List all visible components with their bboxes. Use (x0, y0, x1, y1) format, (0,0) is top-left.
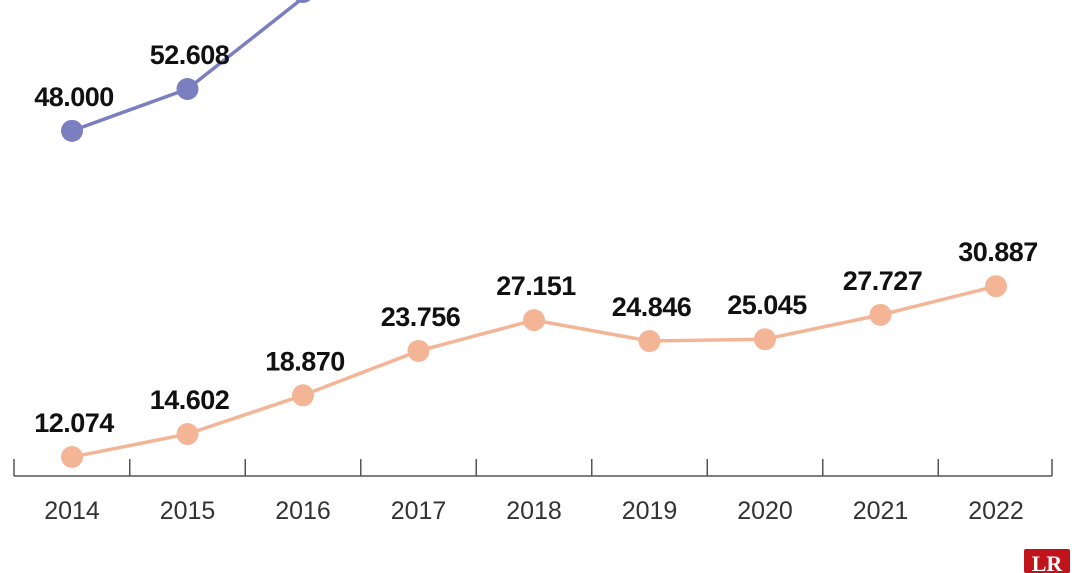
x-tick-label: 2020 (737, 497, 793, 525)
x-tick-label: 2014 (44, 497, 100, 525)
x-tick-label: 2022 (968, 497, 1024, 525)
data-label: 27.151 (496, 271, 576, 301)
data-label: 23.756 (381, 302, 461, 332)
data-label: 12.074 (34, 408, 114, 438)
data-label: 14.602 (150, 385, 230, 415)
data-label: 30.887 (958, 237, 1038, 267)
series-layer: 48.000 52.608 12.074 14.602 18.870 23.756 27.1… (34, 0, 1038, 468)
series-2: 12.074 14.602 18.870 23.756 27.151 24.846 25.0… (34, 237, 1038, 468)
data-label: 25.045 (727, 290, 807, 320)
data-point (869, 303, 892, 326)
series-1: 48.000 52.608 (34, 0, 304, 142)
data-point (638, 330, 661, 353)
data-point (61, 446, 83, 468)
x-tick-label: 2019 (622, 497, 678, 525)
x-tick-label: 2018 (506, 497, 562, 525)
data-label: 18.870 (265, 346, 345, 376)
data-label: 48.000 (34, 82, 114, 112)
x-tick-label: 2017 (391, 497, 447, 525)
publisher-logo: LR (1024, 549, 1070, 573)
data-point (523, 309, 545, 332)
data-point-cropped (295, 0, 311, 3)
data-label: 52.608 (150, 40, 230, 70)
data-point (176, 78, 199, 100)
data-point (407, 339, 430, 362)
data-point (754, 328, 776, 351)
x-tick-label: 2021 (853, 497, 909, 525)
data-point (61, 119, 83, 142)
data-point (176, 423, 199, 446)
data-point (985, 275, 1007, 298)
x-axis: 2014 2015 2016 2017 2018 2019 2020 2021 2022 (13, 459, 1053, 525)
x-tick-label: 2015 (160, 497, 216, 525)
x-tick-label: 2016 (275, 497, 331, 525)
data-label: 24.846 (612, 292, 692, 322)
data-point (292, 384, 314, 407)
data-label: 27.727 (843, 266, 923, 296)
